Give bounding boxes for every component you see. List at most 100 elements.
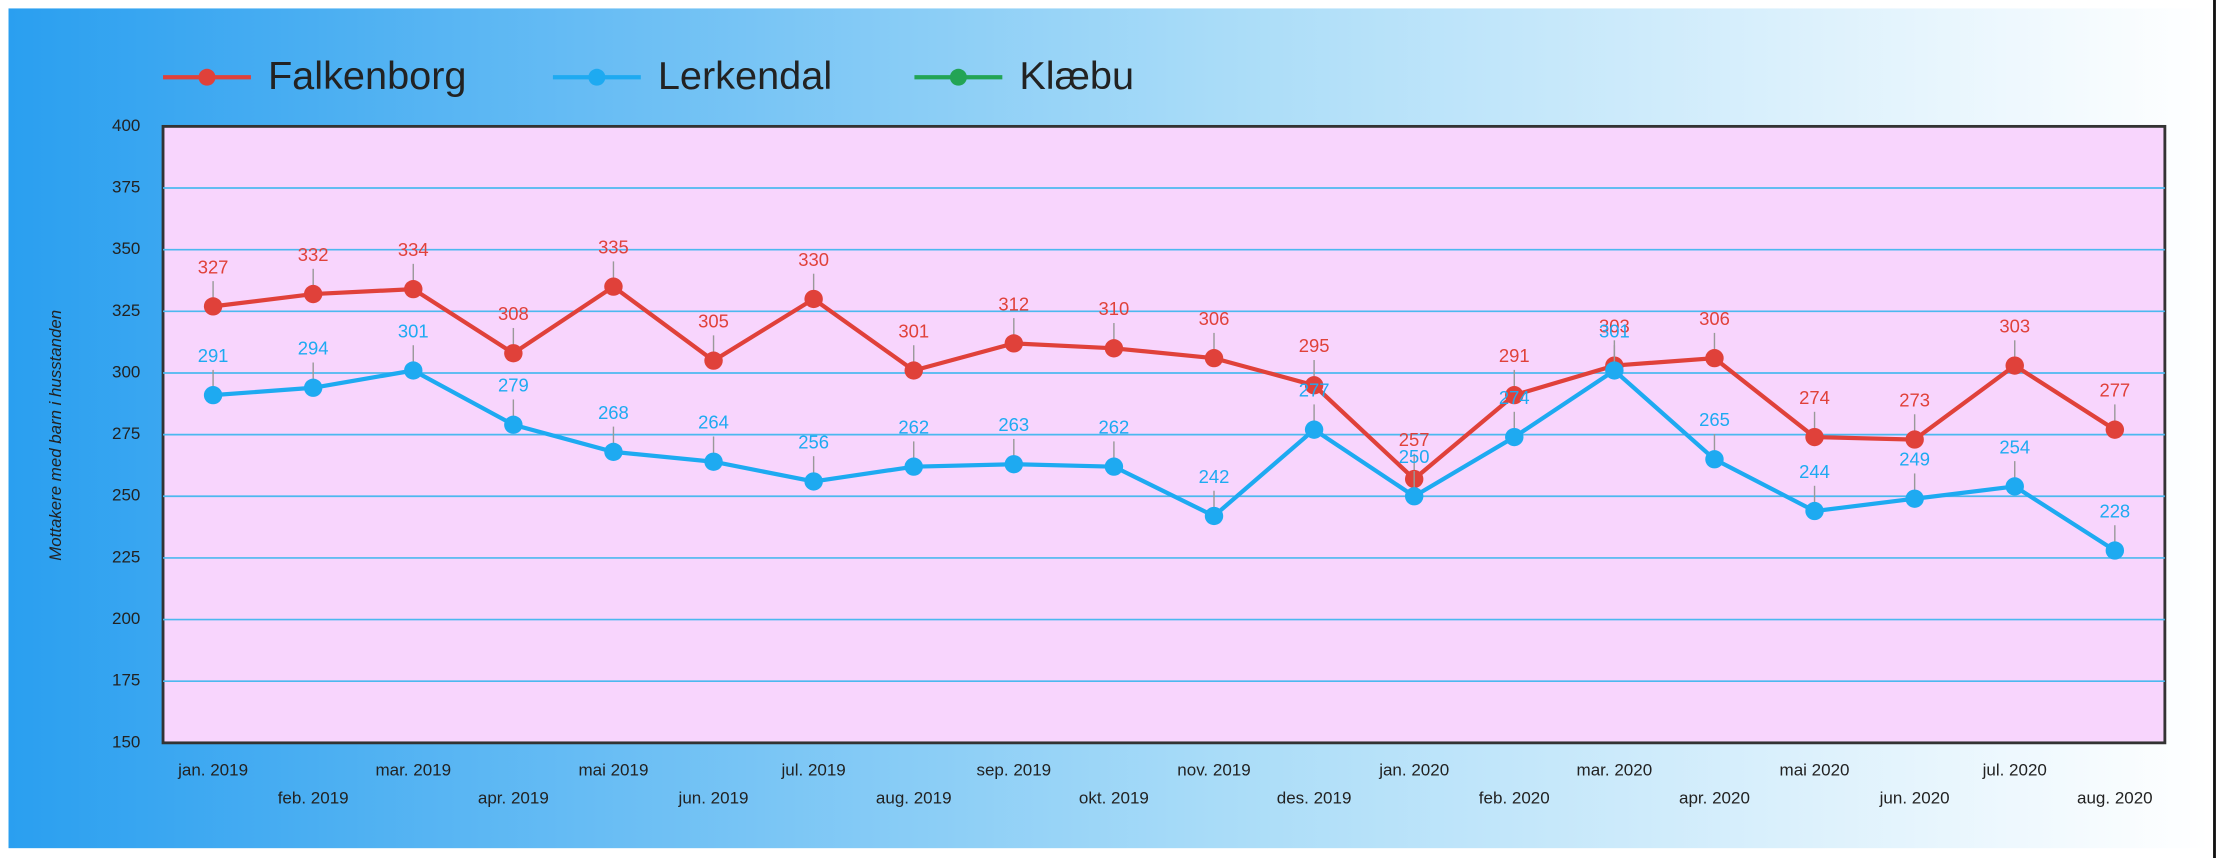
data-point: [1605, 361, 1624, 380]
series-line: [212, 284, 2116, 482]
x-tick-label: nov. 2019: [1177, 760, 1250, 779]
legend-marker: [949, 68, 967, 86]
y-tick-label: 350: [112, 239, 140, 258]
data-label: 279: [498, 375, 529, 396]
data-point: [1004, 455, 1024, 474]
data-label: 301: [1599, 320, 1630, 341]
data-label: 262: [1099, 417, 1130, 438]
series-line: [212, 367, 2116, 553]
data-point: [303, 378, 323, 397]
data-label: 306: [1199, 308, 1230, 329]
data-point: [1905, 430, 1924, 449]
data-point: [1705, 450, 1724, 469]
data-label: 301: [398, 320, 429, 341]
data-label: 277: [2099, 380, 2130, 401]
data-label: 262: [898, 417, 929, 438]
x-tick-label: jun. 2020: [1879, 789, 1950, 808]
x-tick-label: okt. 2019: [1079, 789, 1149, 808]
data-label: 242: [1199, 466, 1230, 487]
data-label: 308: [498, 303, 529, 324]
data-label: 249: [1899, 449, 1930, 470]
data-label: 295: [1299, 335, 1330, 356]
y-tick-label: 150: [112, 732, 140, 751]
y-tick-label: 300: [112, 362, 140, 381]
x-tick-label: mai 2020: [1780, 760, 1850, 779]
data-point: [704, 452, 723, 471]
data-label: 291: [1499, 345, 1530, 366]
data-label: 257: [1399, 429, 1430, 450]
data-point: [1304, 420, 1324, 439]
data-label: 303: [1599, 316, 1630, 337]
data-label: 303: [1999, 316, 2030, 337]
data-point: [2005, 477, 2024, 496]
data-point: [203, 297, 223, 316]
legend-label: Falkenborg: [268, 54, 467, 98]
data-label: 264: [698, 412, 729, 433]
data-point: [604, 277, 623, 296]
data-point: [904, 457, 923, 476]
data-label: 273: [1899, 390, 1930, 411]
y-tick-label: 375: [112, 178, 140, 197]
data-label: 301: [898, 320, 929, 341]
x-tick-label: mar. 2019: [375, 760, 451, 779]
data-point: [2105, 541, 2125, 560]
data-point: [303, 284, 323, 304]
data-label: 335: [598, 237, 629, 258]
data-point: [504, 344, 523, 363]
data-point: [1905, 489, 1924, 508]
y-axis-label: Mottakere med barn i husstanden: [46, 310, 65, 561]
data-point: [404, 361, 423, 380]
data-label: 263: [998, 414, 1029, 435]
data-label: 305: [698, 311, 729, 332]
data-point: [1204, 349, 1224, 368]
data-point: [1805, 501, 1824, 521]
data-point: [1705, 349, 1724, 368]
data-label: 332: [298, 244, 329, 265]
data-label: 265: [1699, 409, 1730, 430]
data-point: [2105, 420, 2125, 439]
x-tick-label: apr. 2020: [1679, 789, 1750, 808]
data-label: 306: [1699, 308, 1730, 329]
data-label: 244: [1799, 461, 1830, 482]
data-point: [704, 351, 723, 370]
x-tick-label: feb. 2019: [278, 789, 349, 808]
data-point: [203, 386, 223, 405]
y-tick-label: 250: [112, 486, 140, 505]
data-point: [1304, 376, 1324, 395]
data-label: 294: [298, 338, 329, 359]
data-point: [504, 415, 523, 434]
x-tick-label: des. 2019: [1277, 789, 1352, 808]
data-label: 274: [1499, 387, 1530, 408]
x-tick-label: jul. 2020: [1982, 760, 2047, 779]
y-tick-label: 200: [112, 609, 140, 628]
data-point: [404, 280, 423, 299]
data-label: 228: [2099, 501, 2130, 522]
data-point: [604, 442, 623, 462]
data-point: [1204, 506, 1224, 526]
data-point: [804, 472, 823, 491]
x-tick-label: jun. 2019: [678, 789, 749, 808]
x-tick-label: mai 2019: [578, 760, 648, 779]
data-label: 327: [198, 256, 229, 277]
legend-marker: [588, 68, 606, 86]
data-label: 334: [398, 239, 429, 260]
x-tick-label: mar. 2020: [1577, 760, 1653, 779]
x-tick-label: jan. 2020: [1378, 760, 1449, 779]
data-label: 312: [998, 293, 1029, 314]
data-label: 250: [1399, 446, 1430, 467]
data-point: [1404, 487, 1424, 506]
x-tick-label: apr. 2019: [478, 789, 549, 808]
y-tick-label: 275: [112, 424, 140, 443]
data-label: 277: [1299, 380, 1330, 401]
data-label: 268: [598, 402, 629, 423]
data-point: [1505, 427, 1524, 447]
data-point: [2005, 356, 2024, 375]
x-tick-label: sep. 2019: [976, 760, 1051, 779]
data-label: 254: [1999, 436, 2030, 457]
data-label: 310: [1099, 298, 1130, 319]
x-tick-label: feb. 2020: [1479, 789, 1550, 808]
x-tick-label: aug. 2019: [876, 789, 952, 808]
y-tick-label: 325: [112, 301, 140, 320]
y-tick-label: 175: [112, 671, 140, 690]
